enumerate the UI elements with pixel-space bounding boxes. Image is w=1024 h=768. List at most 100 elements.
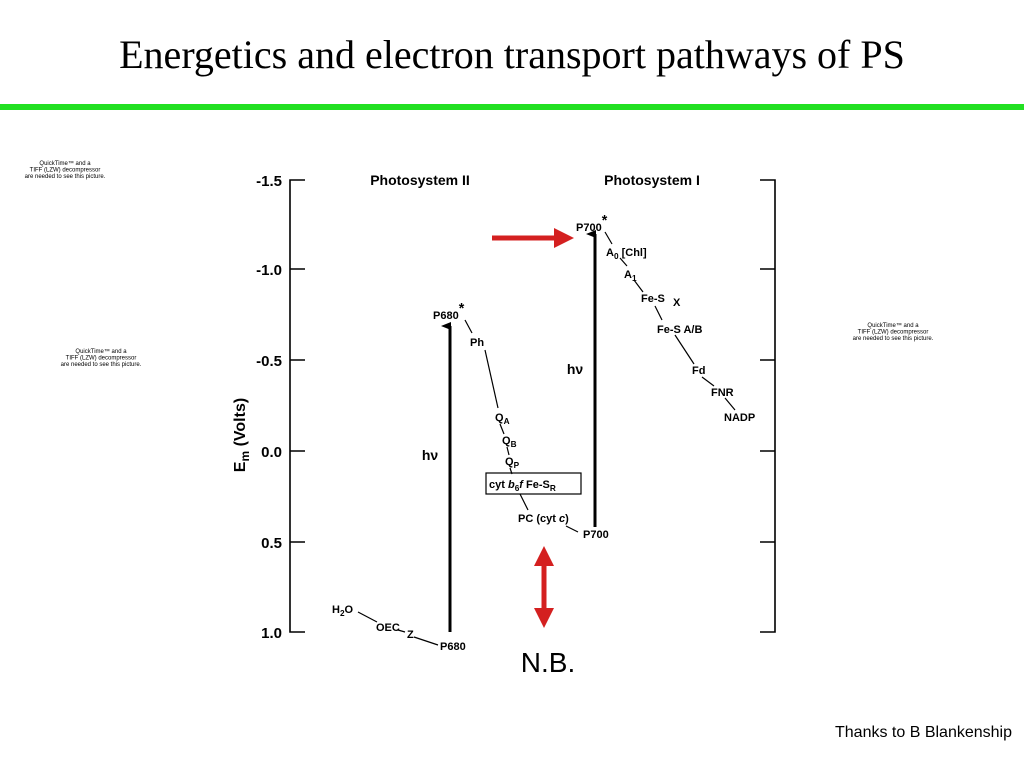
text-part: [Chl] (619, 247, 647, 259)
text-part: A (606, 247, 614, 259)
heading: Photosystem II (370, 172, 470, 188)
axis-label: Em (Volts) (232, 398, 252, 472)
text-part: Q (502, 435, 511, 447)
node-label: Fe-S (641, 293, 665, 305)
text-part: c (559, 513, 565, 525)
text-part: Fe-S (641, 293, 665, 305)
photon-label: hν (567, 361, 584, 377)
node-label: X (673, 297, 681, 309)
text-part: 2 (340, 609, 345, 618)
text-part: Ph (470, 337, 484, 349)
text-part: Z (407, 629, 414, 641)
node-label: A0 [Chl] (606, 247, 647, 261)
text-part: A (504, 417, 510, 426)
placeholder-text: QuickTime™ and a (75, 348, 127, 355)
node-label: cyt b6f Fe-SR (489, 479, 556, 493)
node-label: PC (cyt c) (518, 513, 569, 525)
placeholder-text: QuickTime™ and a (867, 322, 919, 329)
axis-tick-label: 1.0 (261, 625, 282, 642)
node-label: H2O (332, 604, 354, 618)
left-axis (289, 179, 305, 633)
text-part: ) (565, 513, 569, 525)
axis-tick-label: 0.5 (261, 535, 282, 552)
text-part: E (232, 461, 249, 472)
axes (289, 179, 776, 633)
oec-chain (357, 611, 439, 646)
text-part: m (238, 451, 252, 462)
text-part: O (345, 604, 354, 616)
node-label: Fe-S A/B (657, 324, 702, 336)
placeholder-text: TIFF (LZW) decompressor (30, 168, 101, 174)
node-label: FNR (711, 387, 734, 399)
node-label: A1 (624, 269, 637, 283)
placeholder-text: TIFF (LZW) decompressor (858, 330, 929, 336)
placeholder-text: are needed to see this picture. (61, 362, 142, 368)
node-label: NADP (724, 412, 755, 424)
heading: Photosystem I (604, 172, 700, 188)
text-part: Fe-S (523, 479, 550, 491)
text-part: 0 (614, 252, 619, 261)
text-part: * (602, 213, 608, 229)
text-part: f (519, 479, 524, 491)
text-part: Q (505, 456, 514, 468)
axis-tick-label: -1.0 (256, 262, 282, 279)
text-part: P700 (576, 222, 602, 234)
axis-tick-label: -0.5 (256, 353, 282, 370)
placeholder-text: TIFF (LZW) decompressor (66, 356, 137, 362)
text-part: P700 (583, 529, 609, 541)
text-part: B (511, 440, 517, 449)
highlights (492, 228, 574, 628)
links (357, 230, 736, 646)
node-label: P680 (440, 641, 466, 653)
text-part: P (514, 461, 520, 470)
text-part: P680 (440, 641, 466, 653)
text-part: Fe-S (657, 324, 681, 336)
footer: Thanks to B Blankenship (835, 724, 1012, 741)
note: N.B. (521, 647, 575, 678)
text-part: P680 (433, 310, 459, 322)
text-part: 6 (515, 484, 520, 493)
text-part: H (332, 604, 340, 616)
text-part: A (624, 269, 632, 281)
text-part: PC (cyt (518, 513, 559, 525)
text-part: (Volts) (232, 398, 249, 451)
node-label: QP (505, 456, 520, 470)
node-label: P700 (583, 529, 609, 541)
node-label: Z (407, 629, 414, 641)
node-label: P680* (433, 301, 465, 322)
text-part: cyt (489, 479, 508, 491)
slide-title: Energetics and electron transport pathwa… (119, 32, 905, 77)
text-part: * (459, 301, 465, 317)
placeholder-text: QuickTime™ and a (39, 160, 91, 167)
placeholder-text: are needed to see this picture. (853, 336, 934, 342)
cyt-box (485, 472, 582, 495)
red-double-arrow-heads (534, 546, 554, 628)
node-label: Ph (470, 337, 484, 349)
text-part: A/B (681, 324, 703, 336)
placeholder-text: are needed to see this picture. (25, 174, 106, 180)
node-label: OEC (376, 622, 400, 634)
node-label: QA (495, 412, 510, 426)
photon-label: hν (422, 447, 439, 463)
red-arrow-head (554, 228, 574, 248)
ps1-chain (604, 231, 736, 411)
text-part: NADP (724, 412, 755, 424)
right-axis (760, 179, 776, 633)
text-part: 1 (632, 274, 637, 283)
ps2-chain (464, 319, 579, 533)
axis-tick-label: 0.0 (261, 444, 282, 461)
text-part: OEC (376, 622, 400, 634)
axis-tick-label: -1.5 (256, 173, 282, 190)
text-part: FNR (711, 387, 734, 399)
node-label: Fd (692, 365, 705, 377)
node-label: P700* (576, 213, 608, 234)
text-part: X (673, 297, 681, 309)
text-part: R (550, 484, 556, 493)
divider (0, 104, 1024, 110)
text-part: Fd (692, 365, 705, 377)
text-part: Q (495, 412, 504, 424)
node-label: QB (502, 435, 517, 449)
text-part: b (508, 479, 515, 491)
